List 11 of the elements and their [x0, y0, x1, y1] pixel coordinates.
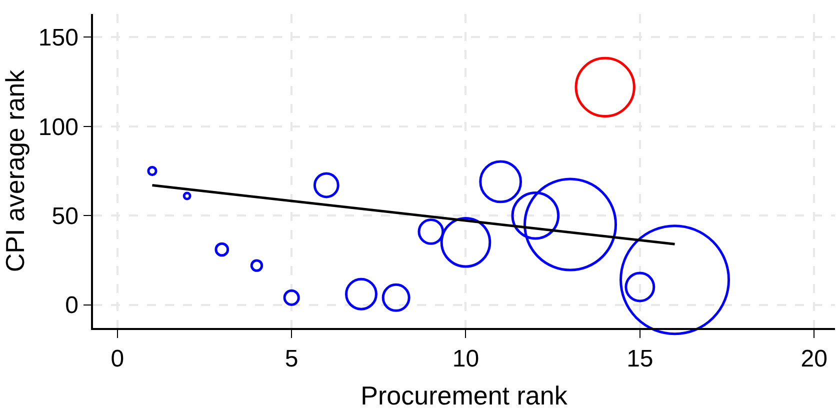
- y-tick-label: 50: [52, 203, 78, 230]
- y-tick-label: 100: [38, 114, 78, 141]
- x-tick-label: 10: [452, 346, 480, 373]
- y-axis-title: CPI average rank: [0, 68, 30, 272]
- y-tick-label: 0: [65, 292, 78, 320]
- x-axis-title: Procurement rank: [360, 380, 568, 411]
- x-tick-label: 0: [110, 346, 124, 373]
- y-tick-label: 150: [38, 24, 78, 52]
- x-tick-label: 20: [800, 346, 828, 373]
- x-tick-label: 5: [284, 346, 298, 373]
- x-tick-label: 15: [626, 346, 654, 373]
